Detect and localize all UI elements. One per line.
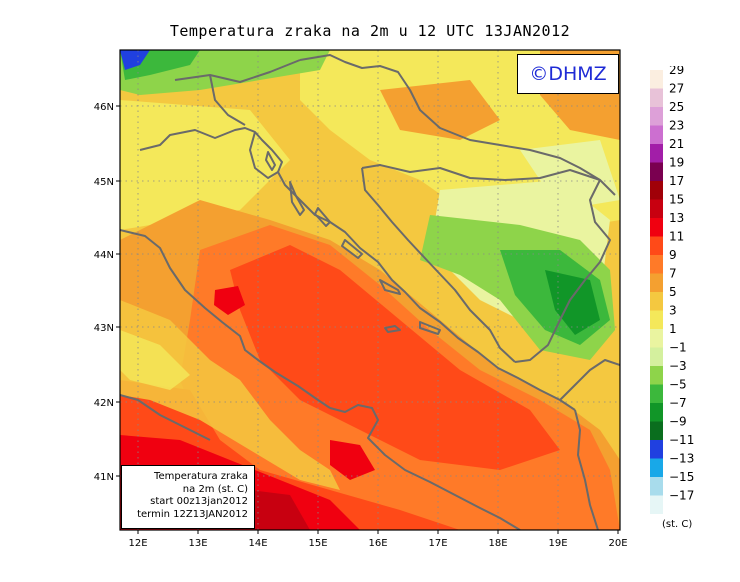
legend-swatch <box>650 255 663 274</box>
legend-label: 27 <box>669 82 684 96</box>
lat-label: 42N <box>94 398 114 409</box>
lon-label: 15E <box>308 538 327 549</box>
legend-swatch <box>650 384 663 403</box>
lat-labels: 46N 45N 44N 43N 42N 41N <box>94 102 114 483</box>
color-legend: 29 27 25 23 21 19 17 15 13 11 9 7 5 3 1 −1 −3 −5 −7 −9 −11 −1… <box>650 66 694 514</box>
legend-swatch <box>650 440 663 459</box>
lon-label: 13E <box>188 538 207 549</box>
lat-label: 44N <box>94 250 114 261</box>
info-line-units: na 2m (st. C) <box>182 483 248 495</box>
coastlines-borders <box>120 54 620 530</box>
legend-label: −11 <box>669 433 694 447</box>
lon-label: 14E <box>248 538 267 549</box>
legend-label: 9 <box>669 248 677 262</box>
lon-label: 16E <box>368 538 387 549</box>
legend-label: −9 <box>669 415 687 429</box>
lat-label: 41N <box>94 472 114 483</box>
legend-swatch <box>650 403 663 422</box>
map-title: Temperatura zraka na 2m u 12 UTC 13JAN20… <box>169 22 571 40</box>
legend-swatch <box>650 181 663 200</box>
legend-label: 19 <box>669 156 684 170</box>
temperature-field <box>120 50 620 530</box>
legend-swatch <box>650 107 663 126</box>
legend-swatch <box>650 292 663 311</box>
legend-swatch <box>650 162 663 181</box>
lon-labels: 12E 13E 14E 15E 16E 17E 18E 19E 20E <box>128 538 627 549</box>
legend-label: −3 <box>669 359 687 373</box>
lon-label: 18E <box>488 538 507 549</box>
map-frame <box>119 49 621 531</box>
legend-swatch <box>650 329 663 348</box>
lat-label: 43N <box>94 323 114 334</box>
legend-swatch <box>650 88 663 107</box>
lon-label: 12E <box>128 538 147 549</box>
legend-label: −1 <box>669 341 687 355</box>
legend-label: 15 <box>669 193 684 207</box>
copyright-badge: ©DHMZ <box>517 54 619 94</box>
lon-label: 20E <box>608 538 627 549</box>
legend-swatch <box>650 366 663 385</box>
legend-swatch <box>650 310 663 329</box>
legend-label: −13 <box>669 452 694 466</box>
legend-swatch <box>650 273 663 292</box>
lon-label: 19E <box>548 538 567 549</box>
legend-swatch <box>650 144 663 163</box>
info-line-start: start 00z13jan2012 <box>150 496 248 507</box>
legend-label: 13 <box>669 211 684 225</box>
legend-label: 25 <box>669 100 684 114</box>
legend-swatch <box>650 125 663 144</box>
legend-label: 17 <box>669 174 684 188</box>
info-box: Temperatura zraka na 2m (st. C) start 00… <box>121 465 255 529</box>
lat-label: 45N <box>94 177 114 188</box>
legend-label: 23 <box>669 119 684 133</box>
legend-label: −15 <box>669 470 694 484</box>
legend-swatch <box>650 477 663 496</box>
legend-label: 11 <box>669 230 684 244</box>
legend-label: 5 <box>669 285 677 299</box>
legend-label: −7 <box>669 396 687 410</box>
legend-label: 7 <box>669 267 677 281</box>
legend-swatch <box>650 218 663 237</box>
legend-swatch <box>650 495 663 514</box>
legend-label: 29 <box>669 66 684 77</box>
lat-label: 46N <box>94 102 114 113</box>
legend-label: 3 <box>669 304 677 318</box>
legend-swatch <box>650 199 663 218</box>
info-line-termin: termin 12Z13JAN2012 <box>137 508 248 520</box>
legend-label: −5 <box>669 378 687 392</box>
legend-swatch <box>650 347 663 366</box>
legend-swatch <box>650 458 663 477</box>
legend-swatch <box>650 236 663 255</box>
legend-label: 21 <box>669 137 684 151</box>
legend-units: (st. C) <box>662 519 693 530</box>
legend-label: −17 <box>669 489 694 503</box>
lon-label: 17E <box>428 538 447 549</box>
legend-swatch <box>650 70 663 89</box>
legend-label: 1 <box>669 322 677 336</box>
info-line-variable: Temperatura zraka <box>154 471 248 482</box>
axis-ticks <box>116 105 619 534</box>
legend-swatch <box>650 421 663 440</box>
